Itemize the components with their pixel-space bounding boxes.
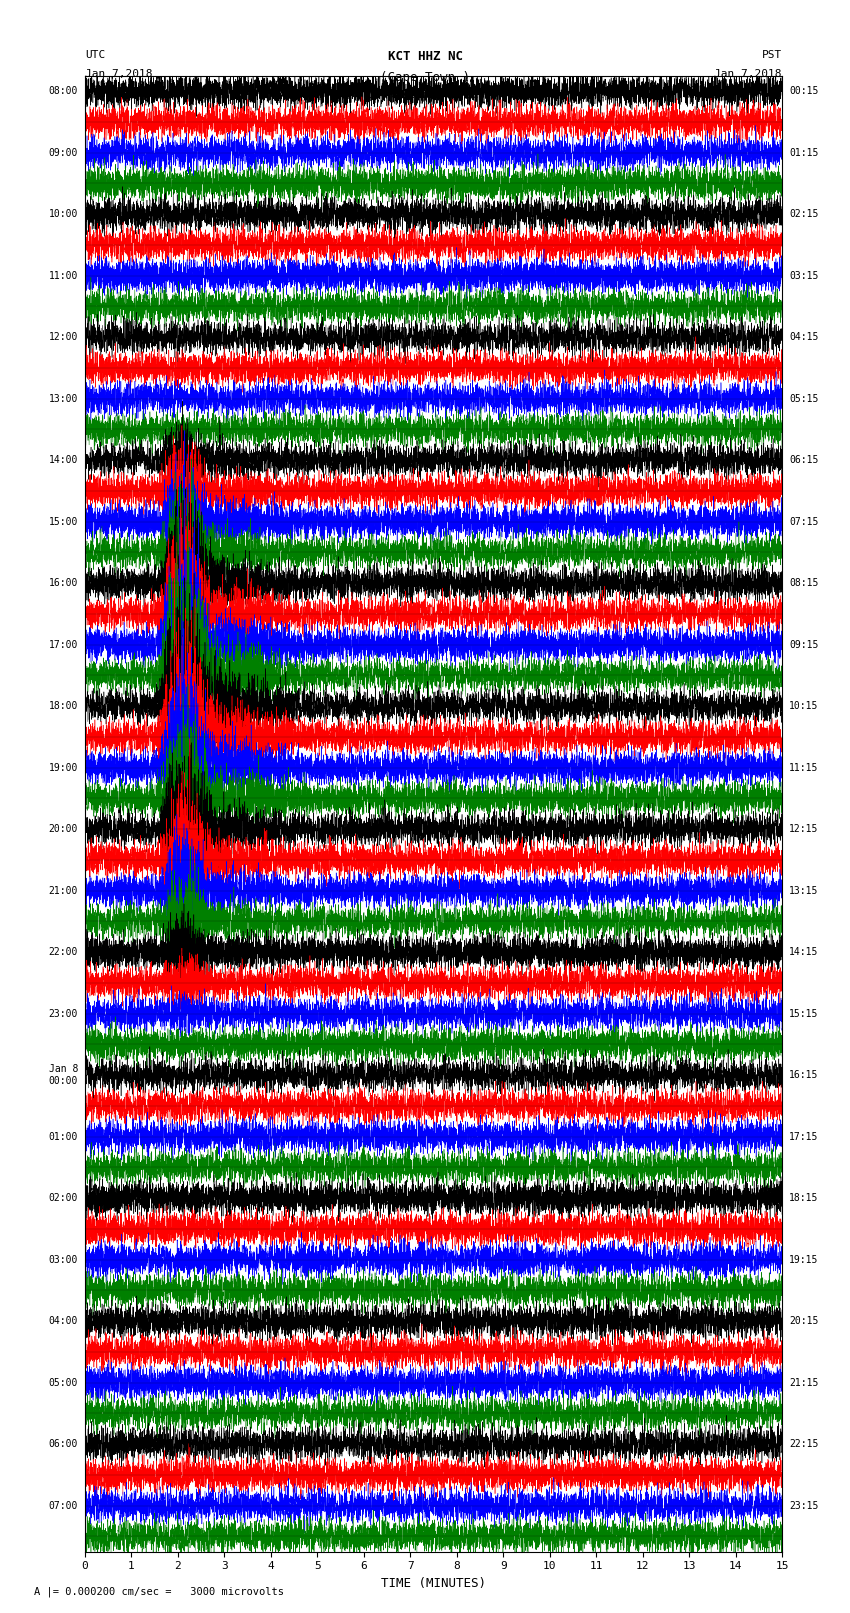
Text: 20:00: 20:00 [48,824,78,834]
Text: 09:00: 09:00 [48,148,78,158]
Text: 21:15: 21:15 [789,1378,819,1387]
Text: 16:15: 16:15 [789,1069,819,1081]
Text: 19:15: 19:15 [789,1255,819,1265]
Text: 23:15: 23:15 [789,1500,819,1511]
Text: PST: PST [762,50,782,60]
Text: 18:15: 18:15 [789,1194,819,1203]
Text: 17:00: 17:00 [48,640,78,650]
Text: 03:00: 03:00 [48,1255,78,1265]
Text: 05:15: 05:15 [789,394,819,403]
Text: 19:00: 19:00 [48,763,78,773]
X-axis label: TIME (MINUTES): TIME (MINUTES) [381,1578,486,1590]
Text: 16:00: 16:00 [48,577,78,589]
Text: Jan 7,2018: Jan 7,2018 [715,69,782,79]
Text: 10:00: 10:00 [48,210,78,219]
Text: 07:00: 07:00 [48,1500,78,1511]
Text: 01:15: 01:15 [789,148,819,158]
Text: 11:00: 11:00 [48,271,78,281]
Text: 04:15: 04:15 [789,332,819,342]
Text: 04:00: 04:00 [48,1316,78,1326]
Text: 07:15: 07:15 [789,516,819,527]
Text: 18:00: 18:00 [48,702,78,711]
Text: A |= 0.000200 cm/sec =   3000 microvolts: A |= 0.000200 cm/sec = 3000 microvolts [34,1586,284,1597]
Text: 02:15: 02:15 [789,210,819,219]
Text: 06:00: 06:00 [48,1439,78,1448]
Text: 15:15: 15:15 [789,1008,819,1019]
Text: 14:00: 14:00 [48,455,78,465]
Text: 23:00: 23:00 [48,1008,78,1019]
Text: (Cape Town ): (Cape Town ) [380,71,470,84]
Text: 14:15: 14:15 [789,947,819,957]
Text: KCT HHZ NC: KCT HHZ NC [388,50,462,63]
Text: 11:15: 11:15 [789,763,819,773]
Text: 09:15: 09:15 [789,640,819,650]
Text: I = 0.000200 cm/sec: I = 0.000200 cm/sec [366,90,484,100]
Text: 22:00: 22:00 [48,947,78,957]
Text: Jan 8
00:00: Jan 8 00:00 [48,1065,78,1086]
Text: Jan 7,2018: Jan 7,2018 [85,69,152,79]
Text: 06:15: 06:15 [789,455,819,465]
Text: 02:00: 02:00 [48,1194,78,1203]
Text: 22:15: 22:15 [789,1439,819,1448]
Text: 17:15: 17:15 [789,1132,819,1142]
Text: 13:15: 13:15 [789,886,819,895]
Text: 20:15: 20:15 [789,1316,819,1326]
Text: 10:15: 10:15 [789,702,819,711]
Text: 01:00: 01:00 [48,1132,78,1142]
Text: 15:00: 15:00 [48,516,78,527]
Text: 05:00: 05:00 [48,1378,78,1387]
Text: UTC: UTC [85,50,105,60]
Text: 13:00: 13:00 [48,394,78,403]
Text: 08:15: 08:15 [789,577,819,589]
Text: 00:15: 00:15 [789,85,819,97]
Text: 12:00: 12:00 [48,332,78,342]
Text: 12:15: 12:15 [789,824,819,834]
Text: 03:15: 03:15 [789,271,819,281]
Text: 21:00: 21:00 [48,886,78,895]
Text: 08:00: 08:00 [48,85,78,97]
